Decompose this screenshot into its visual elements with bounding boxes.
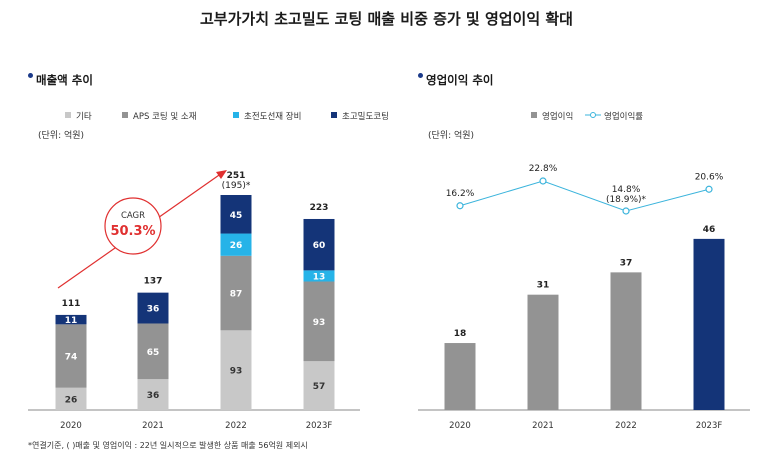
margin-label: 14.8% xyxy=(612,185,641,195)
margin-point xyxy=(456,202,464,210)
legend-swatch xyxy=(331,112,337,118)
data-label: 57 xyxy=(313,382,326,392)
revenue-section-title: 매출액 추이 xyxy=(28,72,93,88)
op-profit-heading: 영업이익 추이 xyxy=(426,73,494,87)
data-label: 11 xyxy=(65,316,78,326)
bar-segment xyxy=(220,194,252,234)
bar-segment xyxy=(137,379,169,410)
x-tick-label: 2020 xyxy=(449,421,471,431)
legend-label: APS 코팅 및 소재 xyxy=(133,111,197,122)
margin-point xyxy=(622,207,630,215)
total-label: 111 xyxy=(62,299,81,309)
legend-label: 기타 xyxy=(76,112,92,122)
bar xyxy=(527,294,559,410)
op-profit-unit: (단위: 억원) xyxy=(428,131,475,141)
margin-line xyxy=(459,180,710,212)
legend-swatch xyxy=(531,112,537,118)
data-label: 36 xyxy=(147,391,160,401)
bar-segment xyxy=(137,292,169,324)
margin-label-note: (18.9%)* xyxy=(606,195,647,205)
revenue-unit: (단위: 억원) xyxy=(38,131,85,141)
total-label: 223 xyxy=(310,203,329,213)
total-label: 251 xyxy=(227,171,246,181)
x-tick-label: 2021 xyxy=(142,421,164,431)
bullet-dot-icon xyxy=(418,73,423,78)
cagr-circle xyxy=(104,197,162,255)
data-label: 60 xyxy=(313,241,326,251)
bar xyxy=(444,343,476,410)
x-tick-label: 2020 xyxy=(60,421,82,431)
bar-segment xyxy=(220,255,252,331)
data-label: 93 xyxy=(313,318,326,328)
data-label: 31 xyxy=(537,281,550,291)
legend-marker xyxy=(590,112,596,118)
bar-segment xyxy=(55,314,87,325)
bar-segment xyxy=(220,233,252,256)
total-label: 137 xyxy=(144,277,163,287)
data-label: 93 xyxy=(230,367,243,377)
page-title: 고부가가치 초고밀도 코팅 매출 비중 증가 및 영업이익 확대 xyxy=(200,10,573,28)
margin-point xyxy=(705,185,713,193)
margin-point xyxy=(539,177,547,185)
bullet-dot-icon xyxy=(28,73,33,78)
data-label: 18 xyxy=(454,329,467,339)
data-label: 46 xyxy=(703,225,716,235)
bar-segment xyxy=(137,323,169,380)
cagr-value: 50.3% xyxy=(110,224,155,239)
legend-swatch xyxy=(65,112,71,118)
cagr-label: CAGR xyxy=(121,211,145,221)
data-label: 65 xyxy=(147,348,160,358)
bar-segment xyxy=(303,281,335,362)
data-label: 26 xyxy=(65,395,78,405)
bar-segment xyxy=(303,270,335,282)
footnote: *연결기준, ( )매출 및 영업이익 : 22년 일시적으로 발생한 상품 매… xyxy=(28,441,308,450)
x-tick-label: 2023F xyxy=(696,421,723,431)
data-label: 45 xyxy=(230,211,243,221)
bar-segment xyxy=(55,324,87,388)
cagr-arrowhead-icon xyxy=(216,170,227,179)
data-label: 36 xyxy=(147,305,160,315)
margin-label: 16.2% xyxy=(446,189,475,199)
margin-label: 22.8% xyxy=(529,164,558,174)
data-label: 37 xyxy=(620,258,633,268)
bar xyxy=(693,238,725,410)
legend-label: 초전도선재 장비 xyxy=(244,111,301,122)
legend-swatch xyxy=(233,112,239,118)
data-label: 87 xyxy=(230,290,243,300)
data-label: 26 xyxy=(230,241,243,251)
bar-segment xyxy=(303,361,335,410)
data-label: 74 xyxy=(65,353,78,363)
legend-swatch xyxy=(122,112,128,118)
x-tick-label: 2022 xyxy=(615,421,637,431)
total-note: (195)* xyxy=(222,181,251,191)
legend-label: 영업이익률 xyxy=(604,111,643,122)
x-tick-label: 2023F xyxy=(306,421,333,431)
x-tick-label: 2022 xyxy=(225,421,247,431)
revenue-heading: 매출액 추이 xyxy=(36,73,93,87)
legend-label: 영업이익 xyxy=(542,111,573,122)
margin-label: 20.6% xyxy=(695,172,724,182)
bar-segment xyxy=(55,387,87,410)
data-label: 13 xyxy=(313,272,326,282)
bar-segment xyxy=(220,330,252,410)
x-tick-label: 2021 xyxy=(532,421,554,431)
bar-segment xyxy=(303,218,335,271)
legend-label: 초고밀도코팅 xyxy=(342,111,389,122)
op-profit-section-title: 영업이익 추이 xyxy=(418,72,493,88)
bar xyxy=(610,272,642,410)
